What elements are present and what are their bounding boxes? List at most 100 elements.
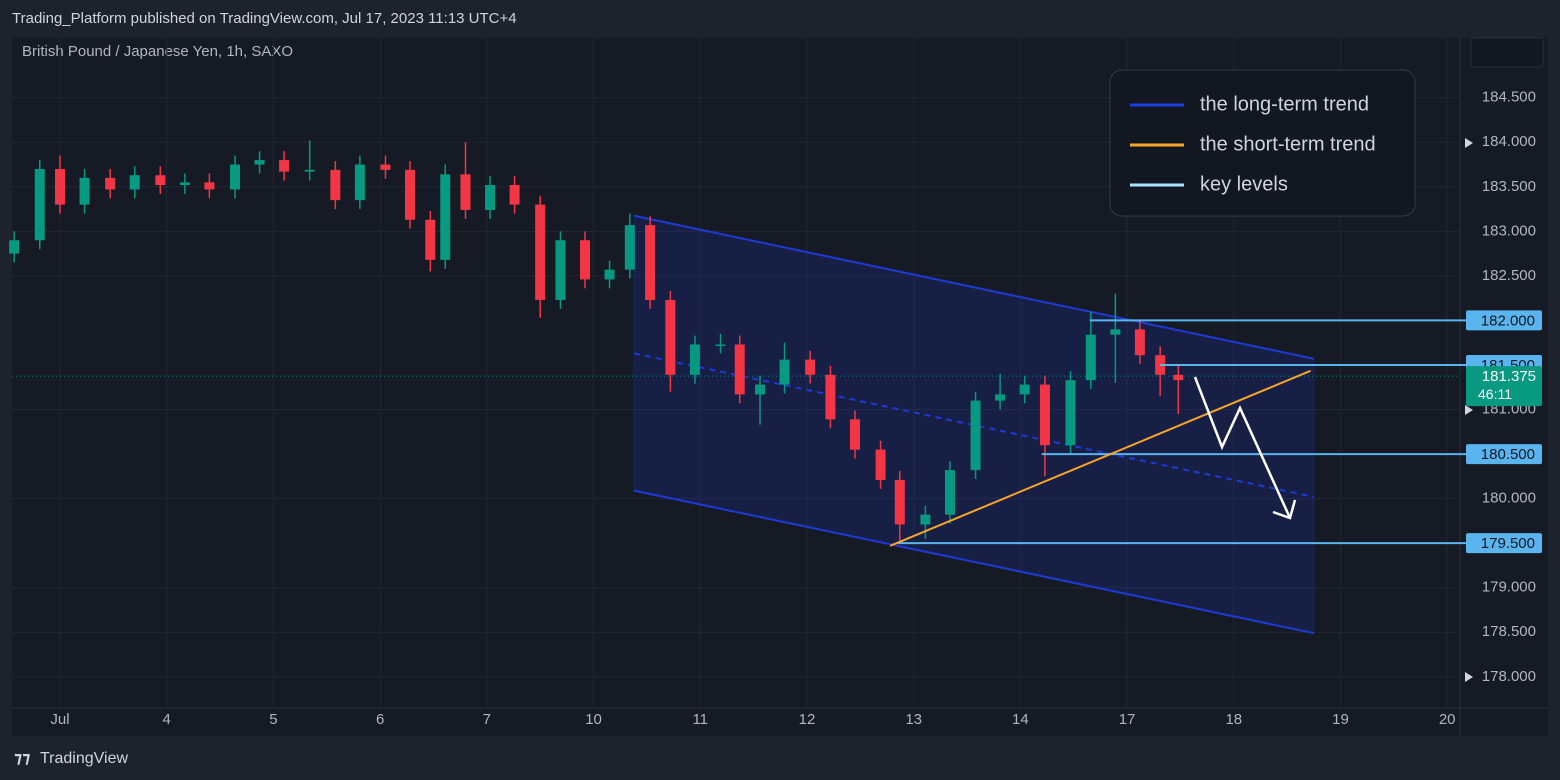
legend-label: the long-term trend bbox=[1200, 93, 1369, 115]
channel-mid bbox=[633, 352, 1315, 498]
key-level-label: 179.500 bbox=[1481, 535, 1535, 552]
key-level-tag bbox=[1466, 444, 1542, 465]
arrow-head bbox=[1272, 499, 1297, 520]
key-level-label: 182.000 bbox=[1481, 312, 1535, 329]
candle-body bbox=[380, 164, 391, 170]
candle-body bbox=[55, 168, 66, 205]
x-tick-label: 17 bbox=[1119, 711, 1136, 728]
candle-body bbox=[805, 359, 816, 375]
key-level-tag bbox=[1466, 310, 1542, 331]
candle-body bbox=[624, 225, 635, 270]
candle-body bbox=[129, 175, 140, 190]
y-tick-label: 184.000 bbox=[1482, 133, 1536, 150]
candle-body bbox=[645, 225, 656, 300]
footer-logo: ⁊⁊ bbox=[14, 750, 30, 767]
candle-body bbox=[204, 182, 215, 190]
legend-label: the short-term trend bbox=[1200, 133, 1376, 155]
candle-body bbox=[755, 384, 766, 395]
axis-marker bbox=[1465, 138, 1473, 148]
forecast-arrow bbox=[1193, 376, 1292, 519]
axis-marker bbox=[1465, 672, 1473, 682]
candle-body bbox=[34, 168, 45, 241]
y-tick-label: 183.000 bbox=[1482, 222, 1536, 239]
candle-body bbox=[440, 174, 451, 260]
x-tick-label: 4 bbox=[163, 711, 171, 728]
legend-box bbox=[1109, 69, 1416, 217]
candle-body bbox=[920, 514, 931, 525]
candle-body bbox=[849, 419, 860, 450]
y-tick-label: 178.500 bbox=[1482, 623, 1536, 640]
candle-body bbox=[405, 169, 416, 220]
candle-body bbox=[1085, 334, 1096, 381]
candle-body bbox=[304, 169, 315, 172]
candle-body bbox=[1134, 329, 1145, 356]
candle-body bbox=[354, 164, 365, 201]
candle-body bbox=[79, 177, 90, 205]
x-tick-label: 6 bbox=[376, 711, 384, 728]
candle-body bbox=[1019, 384, 1030, 395]
key-level-label: 180.500 bbox=[1481, 446, 1535, 463]
candle-body bbox=[9, 240, 20, 254]
candle-body bbox=[1173, 374, 1184, 381]
candle-body bbox=[425, 219, 436, 260]
y-axis: 178.000178.500179.000180.000181.000182.5… bbox=[50, 89, 1542, 728]
channel-bottom bbox=[633, 489, 1315, 635]
candle-body bbox=[779, 359, 790, 385]
candle-body bbox=[604, 269, 615, 280]
toolbar-box bbox=[1470, 37, 1544, 68]
candle-body bbox=[485, 185, 496, 210]
candle-body bbox=[155, 175, 166, 186]
candle-body bbox=[715, 344, 726, 346]
grid bbox=[12, 38, 1460, 708]
candle-body bbox=[689, 344, 700, 375]
candle-body bbox=[825, 374, 836, 420]
x-tick-label: Jul bbox=[50, 711, 69, 728]
candle-body bbox=[279, 160, 290, 172]
candle-body bbox=[944, 470, 955, 515]
candle-body bbox=[1039, 384, 1050, 446]
x-tick-label: 10 bbox=[585, 711, 602, 728]
candle-body bbox=[995, 394, 1006, 401]
candle-body bbox=[509, 185, 520, 205]
x-tick-label: 5 bbox=[269, 711, 277, 728]
footer-brand: TradingView bbox=[40, 750, 128, 767]
trend-line bbox=[889, 369, 1311, 547]
candle-body bbox=[535, 204, 546, 300]
x-tick-label: 20 bbox=[1439, 711, 1456, 728]
y-tick-label: 180.000 bbox=[1482, 490, 1536, 507]
y-tick-label: 179.000 bbox=[1482, 579, 1536, 596]
key-level-tag bbox=[1466, 533, 1542, 554]
overlay bbox=[889, 319, 1466, 547]
countdown-label: 46:11 bbox=[1478, 386, 1512, 402]
candle-body bbox=[665, 299, 676, 375]
x-tick-label: 18 bbox=[1225, 711, 1242, 728]
footer-bar bbox=[0, 737, 1560, 780]
candle-body bbox=[1065, 380, 1076, 446]
candle-body bbox=[734, 344, 745, 395]
candle-body bbox=[580, 240, 591, 280]
candle-body bbox=[254, 160, 265, 165]
candle-body bbox=[330, 169, 341, 201]
current-price-label: 181.375 bbox=[1482, 368, 1536, 385]
y-tick-label: 182.500 bbox=[1482, 267, 1536, 284]
y-tick-label: 183.500 bbox=[1482, 178, 1536, 195]
candle-body bbox=[230, 164, 241, 190]
y-tick-label: 184.500 bbox=[1482, 89, 1536, 106]
candle-body bbox=[1110, 329, 1121, 335]
x-tick-label: 19 bbox=[1332, 711, 1349, 728]
symbol-text: British Pound / Japanese Yen, 1h, SAXO bbox=[22, 43, 293, 60]
candle-body bbox=[555, 240, 566, 300]
candle-body bbox=[105, 177, 116, 190]
candle-body bbox=[970, 400, 981, 471]
candle-body bbox=[179, 182, 190, 186]
current-price-tag bbox=[1466, 366, 1542, 407]
x-tick-label: 11 bbox=[692, 711, 708, 728]
axis-marker bbox=[1465, 405, 1473, 415]
candle-body bbox=[894, 479, 905, 525]
candle-body bbox=[875, 449, 886, 480]
x-tick-label: 14 bbox=[1012, 711, 1029, 728]
y-tick-label: 178.000 bbox=[1482, 668, 1536, 685]
candle-body bbox=[460, 174, 471, 210]
